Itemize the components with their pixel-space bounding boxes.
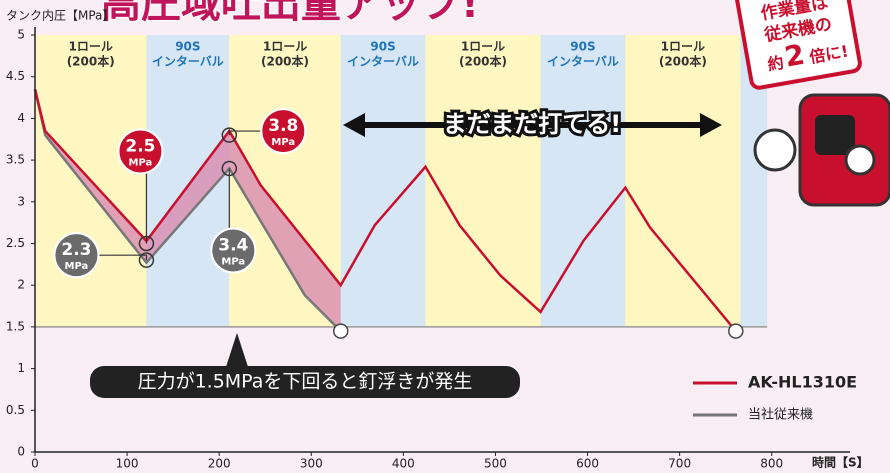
band-label: 90S [570, 40, 595, 54]
band [625, 35, 740, 327]
band-label: 1ロール [461, 40, 505, 54]
x-tick-label: 0 [31, 457, 39, 471]
x-tick-label: 600 [576, 457, 599, 471]
badge: 作業量は 従来機の 約 2 倍に! [735, 0, 861, 89]
y-tick-label: 1.5 [6, 319, 25, 333]
warning-pointer [226, 333, 248, 367]
x-tick-label: 500 [484, 457, 507, 471]
end-marker [334, 324, 348, 338]
band-label: (200本) [261, 54, 309, 69]
callout-unit: MPa [65, 261, 89, 272]
band-label: 1ロール [69, 40, 113, 54]
band-label: インターバル [152, 55, 224, 69]
band-label: 1ロール [661, 40, 705, 54]
callout-value: 3.4 [218, 235, 248, 255]
y-tick-label: 4.5 [6, 69, 25, 83]
y-tick-label: 5 [17, 28, 25, 42]
callout-value: 2.3 [61, 240, 91, 260]
band-label: (200本) [659, 54, 707, 69]
x-tick-label: 800 [760, 457, 783, 471]
badge-text: 約 [766, 53, 785, 74]
y-tick-label: 2 [17, 278, 25, 292]
y-tick-label: 0.5 [6, 403, 25, 417]
arrow-text: まだまだ打てる! [443, 110, 621, 138]
x-tick-label: 300 [300, 457, 323, 471]
y-tick-label: 0 [17, 445, 25, 459]
x-tick-label: 400 [392, 457, 415, 471]
legend-label: 当社従来機 [748, 407, 813, 423]
y-tick-label: 2.5 [6, 236, 25, 250]
y-axis-label: タンク内圧【MPa】 [6, 9, 114, 23]
callout-value: 3.8 [268, 116, 298, 136]
y-tick-label: 1 [17, 361, 25, 375]
callout-unit: MPa [129, 158, 153, 169]
callout-value: 2.5 [125, 137, 155, 157]
band-label: 90S [370, 40, 395, 54]
y-tick-label: 3 [17, 194, 25, 208]
x-tick-label: 100 [116, 457, 139, 471]
mascot [755, 95, 890, 205]
band [541, 35, 626, 327]
x-tick-label: 200 [208, 457, 231, 471]
band [425, 35, 540, 327]
legend-label: AK-HL1310E [748, 373, 857, 392]
x-axis-label: 時間【S】 [812, 455, 869, 470]
x-tick-label: 700 [668, 457, 691, 471]
end-marker [729, 324, 743, 338]
band-label: (200本) [67, 54, 115, 69]
chart-title: 高圧域吐出量アップ! [101, 0, 479, 27]
band-label: 90S [175, 40, 200, 54]
page: {"chart_data":{"type":"line","title":"高圧… [0, 0, 890, 473]
chart: 1ロール(200本)90Sインターバル1ロール(200本)90Sインターバル1ロ… [0, 0, 890, 473]
band-label: インターバル [547, 55, 619, 69]
callout-unit: MPa [271, 137, 295, 148]
warning-text: 圧力が1.5MPaを下回ると釘浮きが発生 [138, 371, 473, 393]
y-tick-label: 4 [17, 111, 25, 125]
band-label: 1ロール [263, 40, 307, 54]
band-label: (200本) [459, 54, 507, 69]
band-label: インターバル [347, 55, 419, 69]
y-tick-label: 3.5 [6, 153, 25, 167]
callout-unit: MPa [221, 256, 245, 267]
